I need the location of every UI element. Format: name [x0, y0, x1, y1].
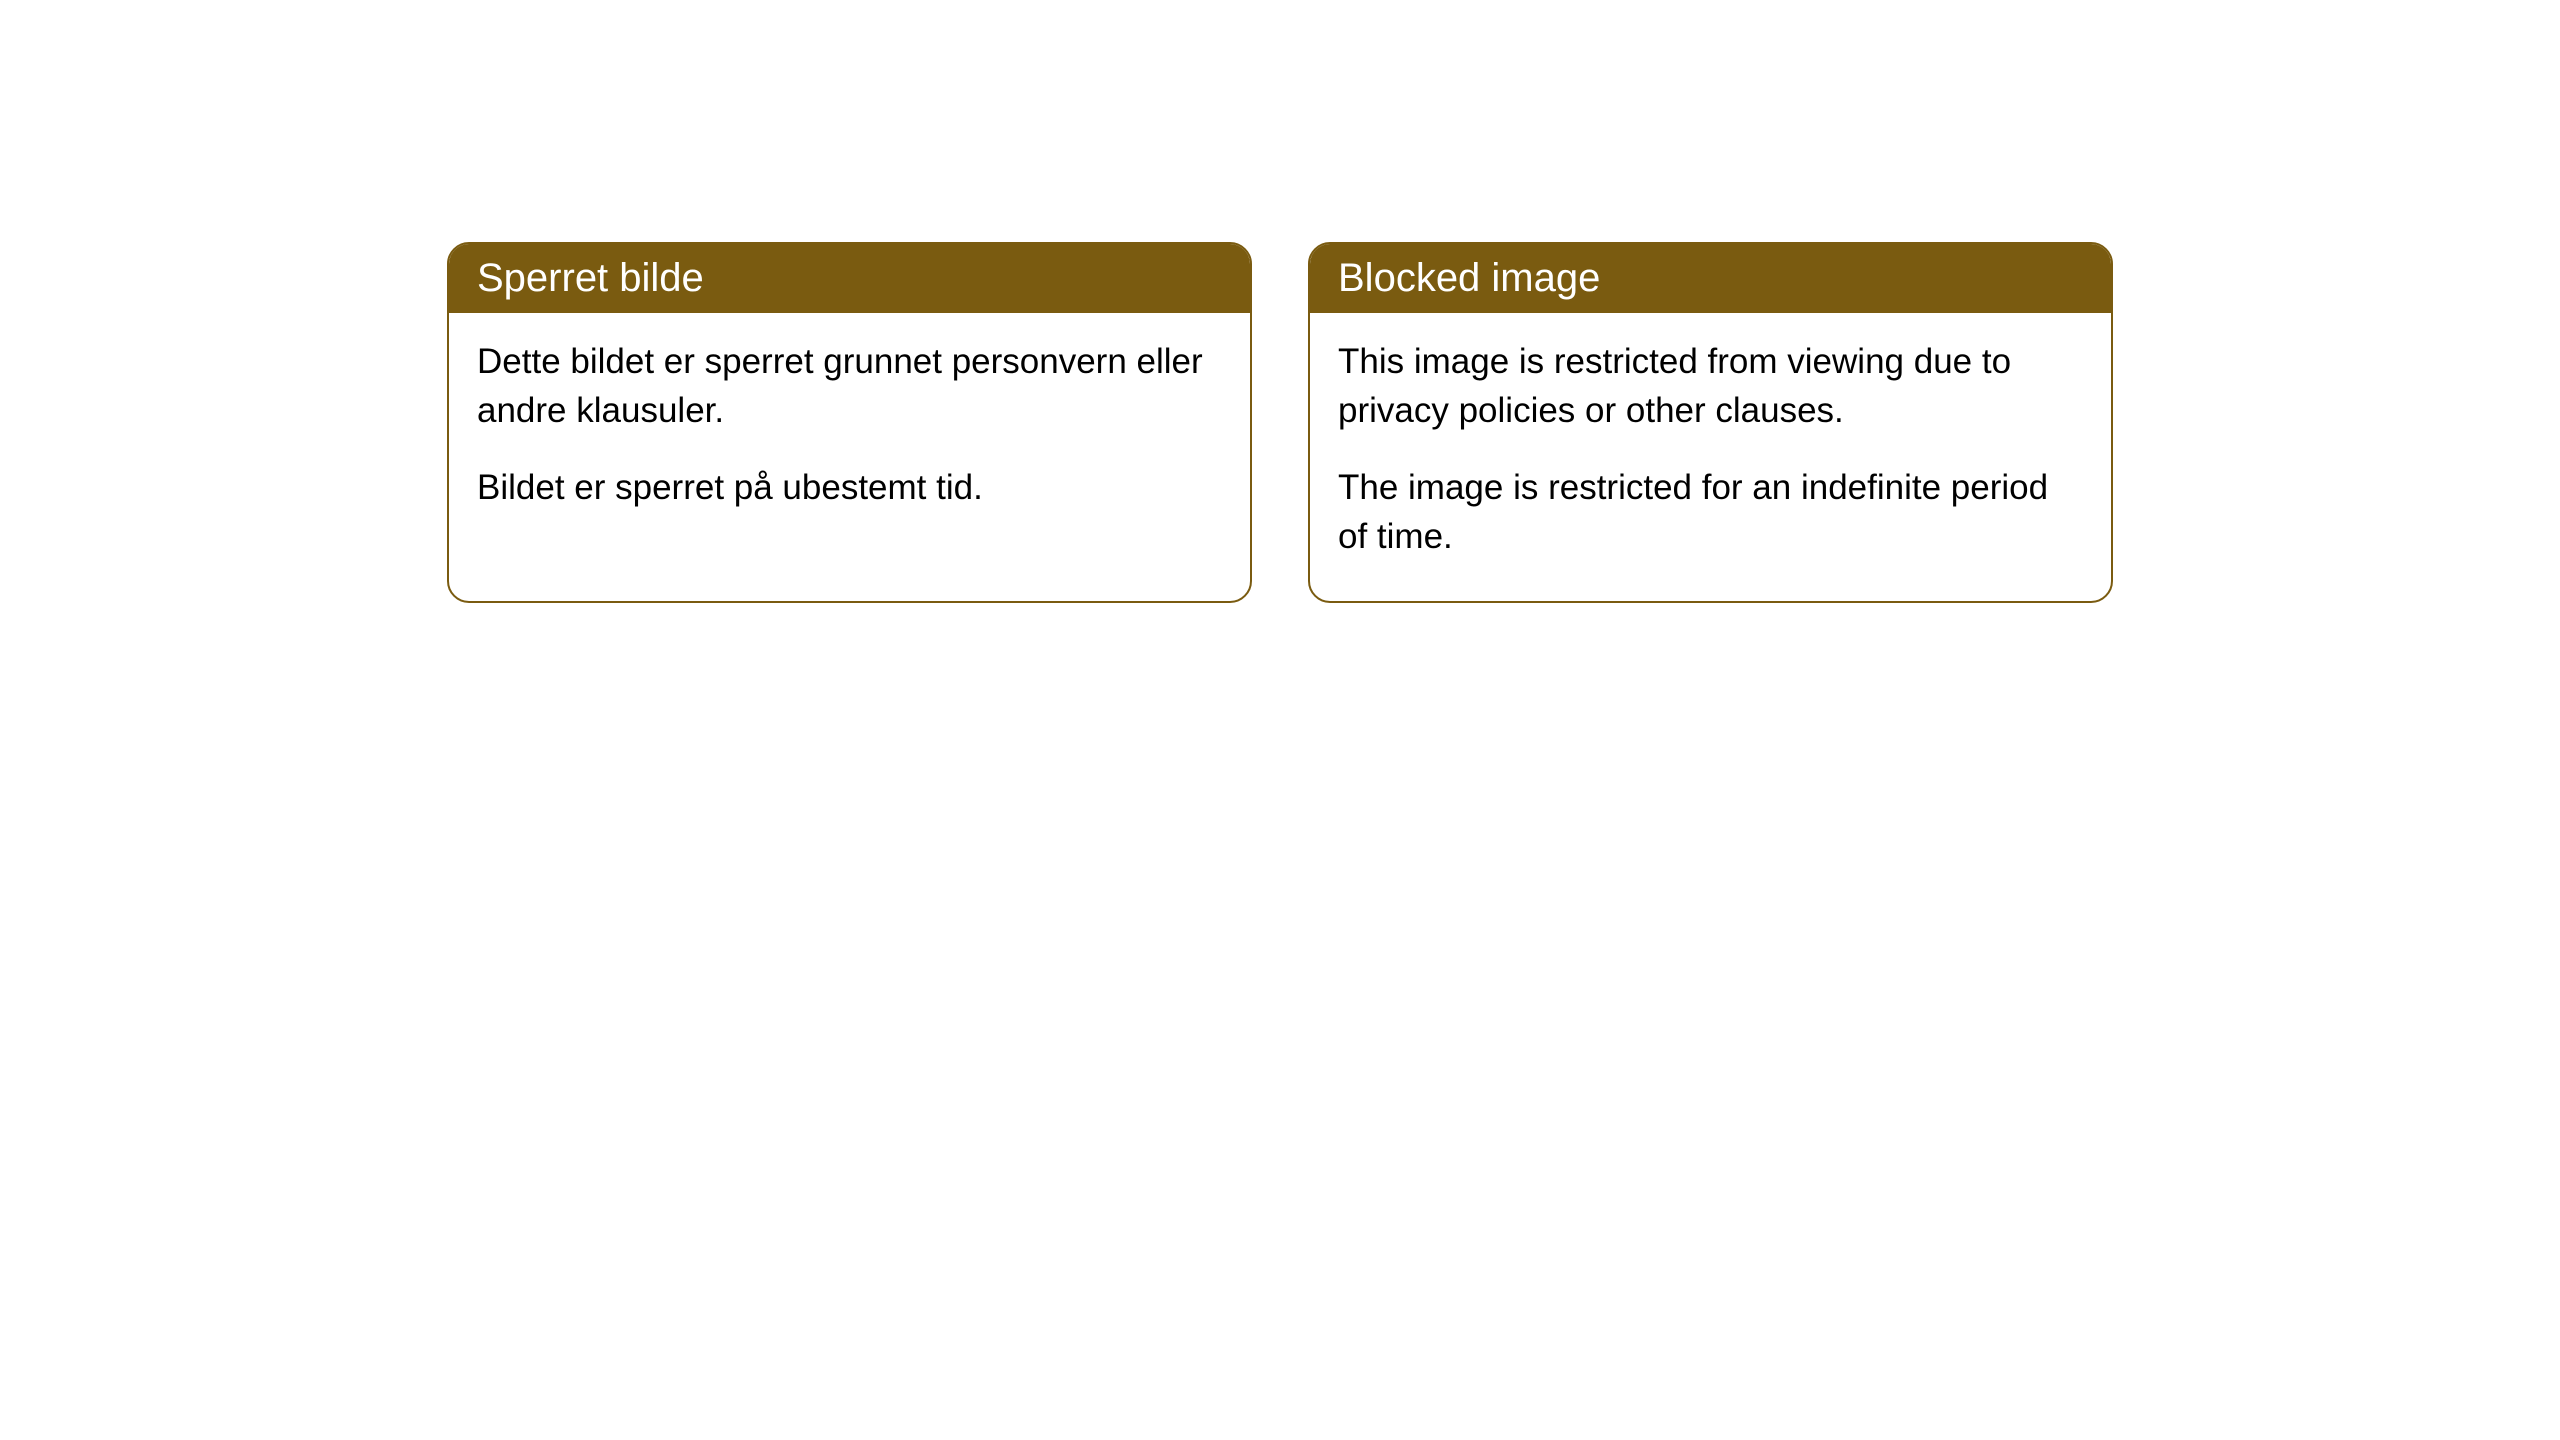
card-body-norwegian: Dette bildet er sperret grunnet personve…	[449, 313, 1250, 552]
card-paragraph: This image is restricted from viewing du…	[1338, 337, 2083, 435]
card-body-english: This image is restricted from viewing du…	[1310, 313, 2111, 601]
card-header-norwegian: Sperret bilde	[449, 244, 1250, 313]
notice-card-norwegian: Sperret bilde Dette bildet er sperret gr…	[447, 242, 1252, 603]
card-header-english: Blocked image	[1310, 244, 2111, 313]
card-title: Blocked image	[1338, 256, 1600, 300]
card-paragraph: Bildet er sperret på ubestemt tid.	[477, 463, 1222, 512]
card-paragraph: The image is restricted for an indefinit…	[1338, 463, 2083, 561]
notice-cards-container: Sperret bilde Dette bildet er sperret gr…	[447, 242, 2113, 603]
notice-card-english: Blocked image This image is restricted f…	[1308, 242, 2113, 603]
card-title: Sperret bilde	[477, 256, 704, 300]
card-paragraph: Dette bildet er sperret grunnet personve…	[477, 337, 1222, 435]
